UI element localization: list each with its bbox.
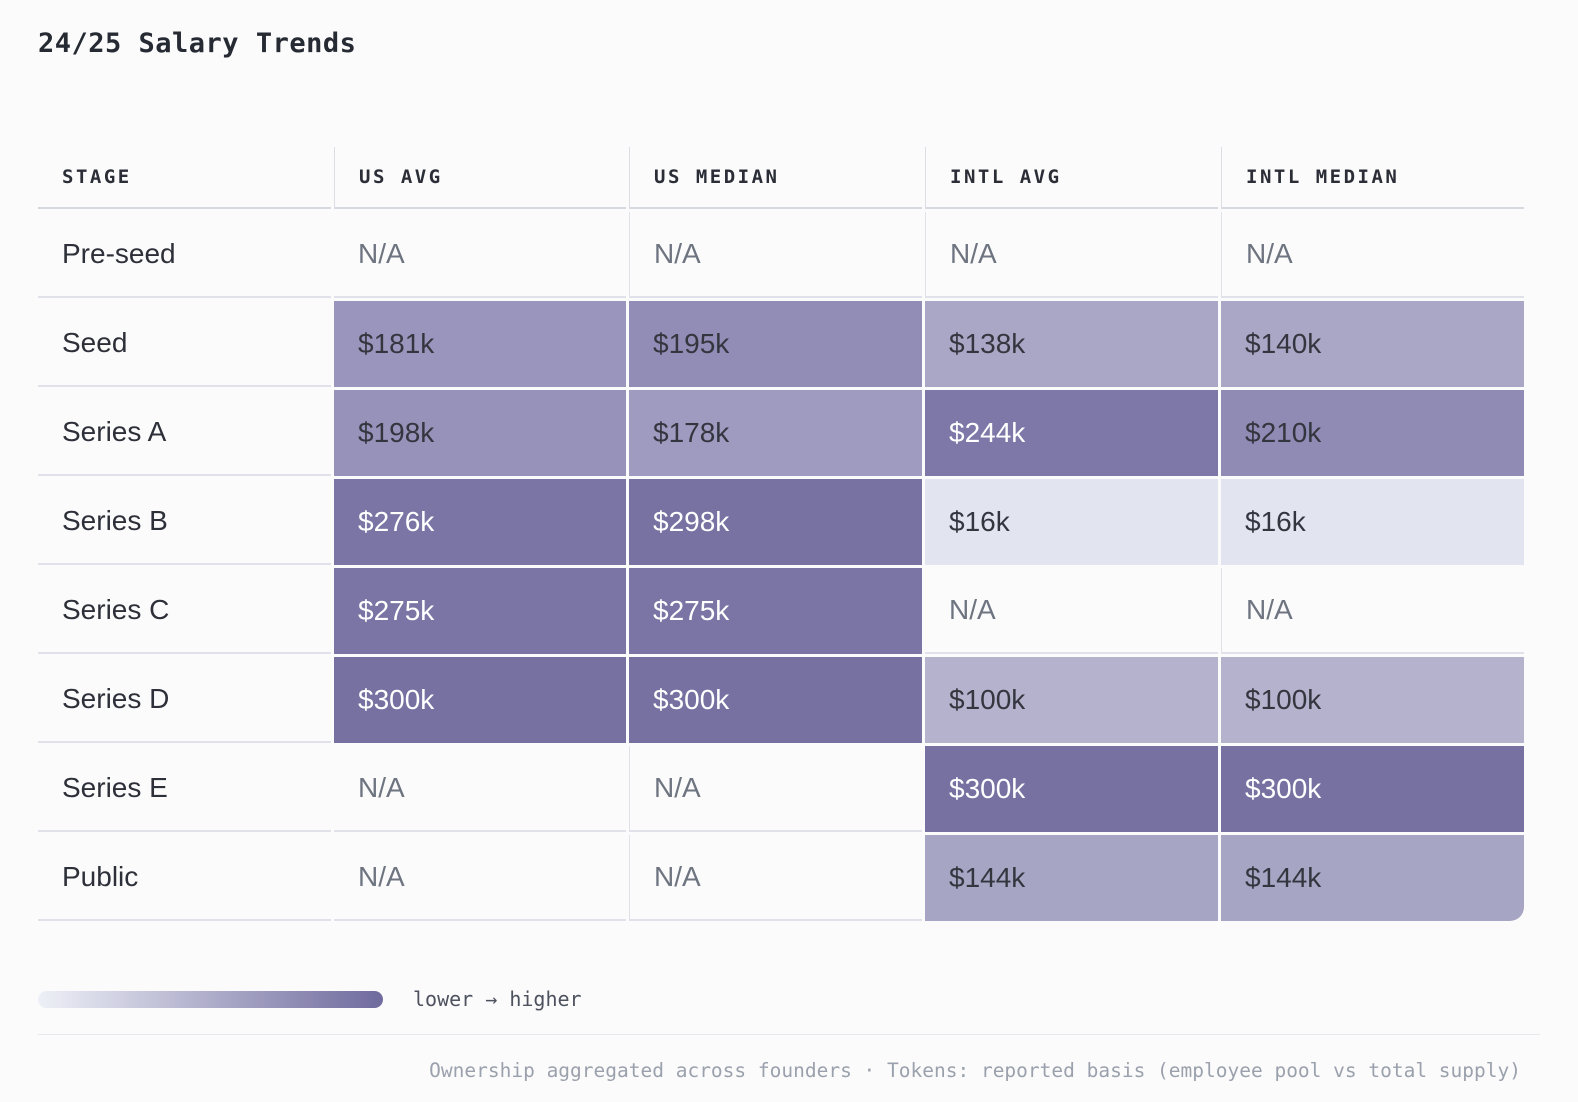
value-cell: $300k <box>925 746 1218 832</box>
value-cell: $195k <box>629 301 922 387</box>
value-cell: $300k <box>629 657 922 743</box>
table-row: Series A $198k $178k $244k $210k <box>38 390 1524 476</box>
value-cell: N/A <box>334 835 626 921</box>
value-cell: $198k <box>334 390 626 476</box>
legend-label: lower → higher <box>413 987 582 1011</box>
table-row: Series C $275k $275k N/A N/A <box>38 568 1524 654</box>
value-cell: $276k <box>334 479 626 565</box>
legend-gradient-bar <box>38 990 383 1008</box>
value-cell: $181k <box>334 301 626 387</box>
value-cell: $244k <box>925 390 1218 476</box>
stage-cell: Public <box>38 835 331 921</box>
table-body: Pre-seed N/A N/A N/A N/A Seed $181k $195k $138k $… <box>38 212 1524 921</box>
stage-cell: Seed <box>38 301 331 387</box>
value-cell: $100k <box>925 657 1218 743</box>
stage-cell: Series E <box>38 746 331 832</box>
stage-cell: Series D <box>38 657 331 743</box>
value-cell: $275k <box>334 568 626 654</box>
stage-cell: Pre-seed <box>38 212 331 298</box>
value-cell: $178k <box>629 390 922 476</box>
table-row: Series D $300k $300k $100k $100k <box>38 657 1524 743</box>
column-header-intl-median: INTL MEDIAN <box>1221 147 1524 209</box>
column-header-intl-avg: INTL AVG <box>925 147 1218 209</box>
value-cell: $16k <box>1221 479 1524 565</box>
value-cell: N/A <box>334 212 626 298</box>
value-cell: $16k <box>925 479 1218 565</box>
value-cell: $140k <box>1221 301 1524 387</box>
table-row: Series E N/A N/A $300k $300k <box>38 746 1524 832</box>
table-row: Pre-seed N/A N/A N/A N/A <box>38 212 1524 298</box>
value-cell: N/A <box>925 212 1218 298</box>
footer-divider <box>38 1034 1540 1035</box>
value-cell: $210k <box>1221 390 1524 476</box>
page-title: 24/25 Salary Trends <box>38 28 357 59</box>
value-cell: N/A <box>925 568 1218 654</box>
value-cell: N/A <box>334 746 626 832</box>
value-cell: $300k <box>334 657 626 743</box>
value-cell: $300k <box>1221 746 1524 832</box>
value-cell: N/A <box>629 746 922 832</box>
value-cell: N/A <box>629 835 922 921</box>
stage-cell: Series C <box>38 568 331 654</box>
column-header-us-avg: US AVG <box>334 147 626 209</box>
value-cell: $298k <box>629 479 922 565</box>
column-header-us-median: US MEDIAN <box>629 147 922 209</box>
value-cell: $144k <box>925 835 1218 921</box>
value-cell: N/A <box>1221 212 1524 298</box>
value-cell: $138k <box>925 301 1218 387</box>
table-row: Seed $181k $195k $138k $140k <box>38 301 1524 387</box>
stage-cell: Series A <box>38 390 331 476</box>
footer-note: Ownership aggregated across founders · T… <box>429 1059 1521 1082</box>
table-header-row: STAGE US AVG US MEDIAN INTL AVG INTL MEDIAN <box>38 147 1524 209</box>
value-cell: N/A <box>1221 568 1524 654</box>
value-cell: $144k <box>1221 835 1524 921</box>
column-header-stage: STAGE <box>38 147 331 209</box>
salary-table: STAGE US AVG US MEDIAN INTL AVG INTL MEDIAN … <box>35 144 1527 924</box>
value-cell: N/A <box>629 212 922 298</box>
stage-cell: Series B <box>38 479 331 565</box>
table-header: STAGE US AVG US MEDIAN INTL AVG INTL MEDIAN <box>38 147 1524 209</box>
table-row: Series B $276k $298k $16k $16k <box>38 479 1524 565</box>
value-cell: $275k <box>629 568 922 654</box>
heatmap-legend: lower → higher <box>38 987 1578 1011</box>
value-cell: $100k <box>1221 657 1524 743</box>
table-row: Public N/A N/A $144k $144k <box>38 835 1524 921</box>
